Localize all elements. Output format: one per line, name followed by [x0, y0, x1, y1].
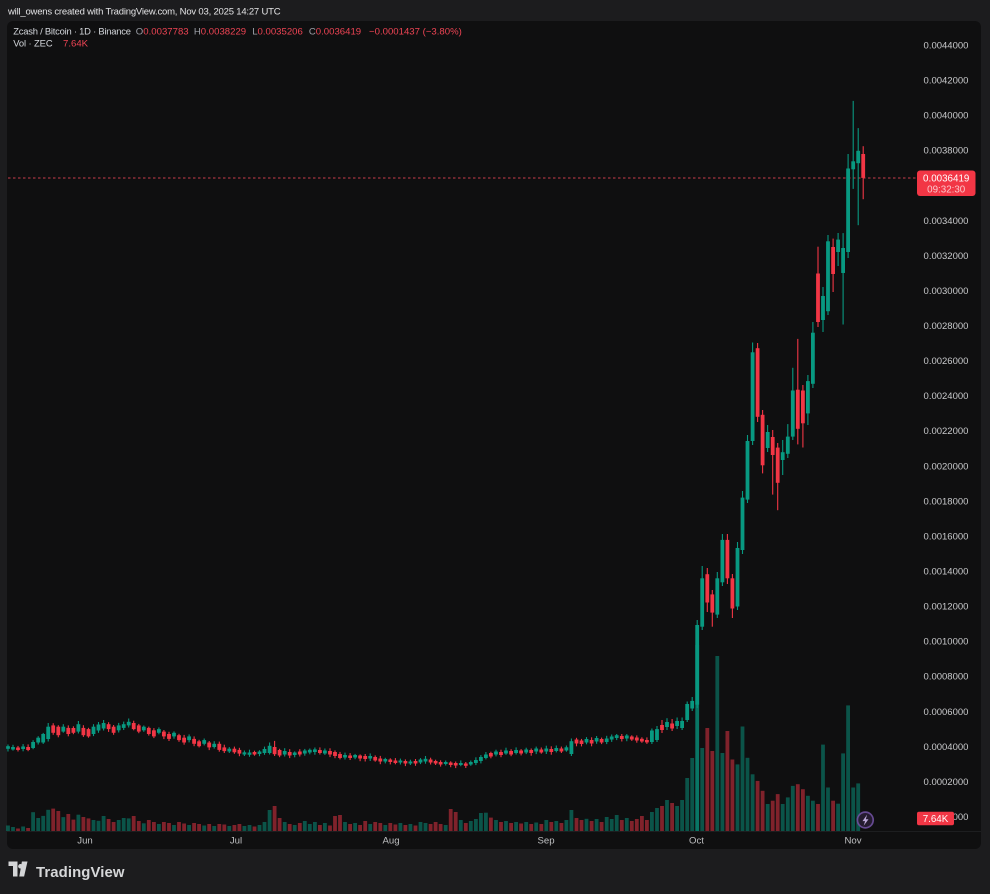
- svg-text:0.0002000: 0.0002000: [924, 777, 969, 788]
- svg-text:0.0035206: 0.0035206: [258, 27, 303, 38]
- svg-text:O: O: [136, 27, 143, 38]
- svg-text:0.0010000: 0.0010000: [924, 637, 969, 648]
- svg-text:TradingView: TradingView: [36, 865, 125, 881]
- svg-text:0.0038000: 0.0038000: [924, 146, 969, 157]
- svg-text:0.0038229: 0.0038229: [201, 27, 246, 38]
- svg-text:0.0044000: 0.0044000: [924, 41, 969, 52]
- svg-text:7.64K: 7.64K: [63, 39, 89, 50]
- svg-text:L: L: [252, 27, 258, 38]
- svg-text:0.0034000: 0.0034000: [924, 216, 969, 227]
- svg-text:0.0008000: 0.0008000: [924, 672, 969, 683]
- svg-text:0.0032000: 0.0032000: [924, 251, 969, 262]
- svg-text:Zcash / Bitcoin · 1D · Binance: Zcash / Bitcoin · 1D · Binance: [13, 26, 130, 37]
- svg-text:Jun: Jun: [77, 836, 92, 847]
- svg-text:0.0026000: 0.0026000: [924, 356, 969, 367]
- svg-text:0.0036419: 0.0036419: [923, 174, 969, 185]
- svg-text:0.0018000: 0.0018000: [924, 496, 969, 507]
- svg-text:0.0024000: 0.0024000: [924, 391, 969, 402]
- svg-text:7.64K: 7.64K: [923, 814, 949, 825]
- svg-text:0.0042000: 0.0042000: [924, 76, 969, 87]
- svg-text:0.0028000: 0.0028000: [924, 321, 969, 332]
- svg-text:Vol · ZEC: Vol · ZEC: [13, 38, 53, 49]
- svg-text:0.0037783: 0.0037783: [143, 27, 188, 38]
- svg-text:09:32:30: 09:32:30: [927, 185, 966, 196]
- svg-text:H: H: [194, 27, 201, 38]
- svg-text:will_owens created with Tradin: will_owens created with TradingView.com,…: [7, 7, 281, 18]
- svg-text:Jul: Jul: [230, 836, 242, 847]
- svg-text:−0.0001437 (−3.80%): −0.0001437 (−3.80%): [369, 27, 462, 38]
- svg-text:0.0040000: 0.0040000: [924, 111, 969, 122]
- svg-text:0.0006000: 0.0006000: [924, 707, 969, 718]
- svg-text:Oct: Oct: [689, 836, 704, 847]
- svg-text:0.0030000: 0.0030000: [924, 286, 969, 297]
- svg-text:0.0016000: 0.0016000: [924, 531, 969, 542]
- svg-text:0.0022000: 0.0022000: [924, 426, 969, 437]
- svg-text:0.0020000: 0.0020000: [924, 461, 969, 472]
- svg-text:Sep: Sep: [537, 836, 554, 847]
- svg-text:Nov: Nov: [844, 836, 861, 847]
- svg-text:C: C: [309, 27, 316, 38]
- svg-text:0.0012000: 0.0012000: [924, 602, 969, 613]
- svg-text:Aug: Aug: [382, 836, 399, 847]
- svg-text:0.0014000: 0.0014000: [924, 567, 969, 578]
- svg-text:0.0036419: 0.0036419: [316, 27, 361, 38]
- svg-text:0.0004000: 0.0004000: [924, 742, 969, 753]
